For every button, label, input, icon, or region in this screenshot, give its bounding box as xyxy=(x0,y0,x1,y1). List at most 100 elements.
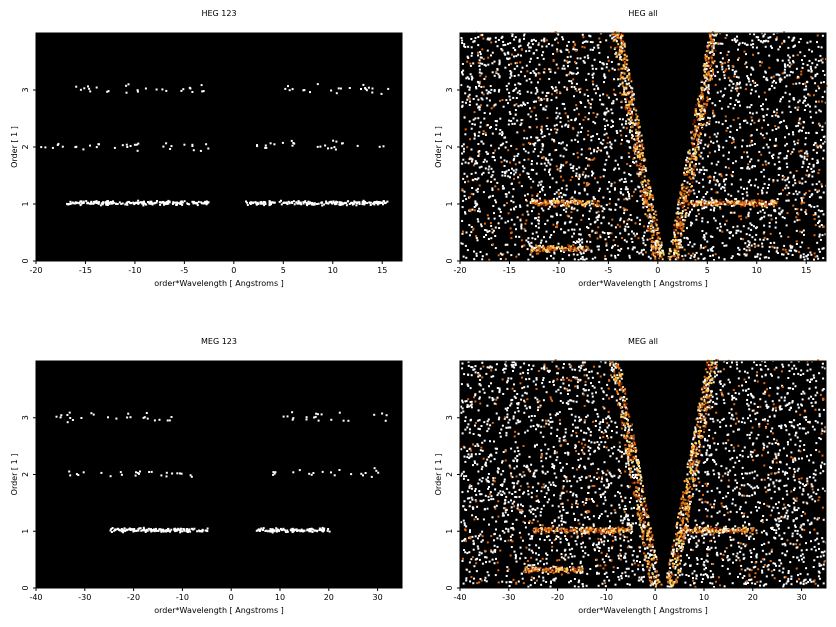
heatmap-pixel xyxy=(490,126,492,128)
heatmap-pixel xyxy=(631,230,633,233)
heatmap-pixel xyxy=(785,251,788,254)
heatmap-pixel xyxy=(732,162,735,165)
heatmap-pixel xyxy=(721,123,724,126)
heatmap-pixel xyxy=(712,45,715,48)
heatmap-pixel xyxy=(652,231,655,234)
heatmap-pixel xyxy=(556,223,559,226)
heatmap-pixel xyxy=(765,163,768,166)
heatmap-pixel xyxy=(595,211,598,214)
heatmap-pixel xyxy=(619,56,622,59)
heatmap-pixel xyxy=(268,201,271,204)
heatmap-pixel xyxy=(699,247,702,250)
heatmap-pixel xyxy=(141,529,144,532)
heatmap-pixel xyxy=(465,198,468,201)
heatmap-pixel xyxy=(708,117,711,120)
heatmap-pixel xyxy=(129,202,132,204)
heatmap-pixel xyxy=(688,152,691,155)
heatmap-pixel xyxy=(740,167,743,170)
heatmap-pixel xyxy=(646,199,649,202)
heatmap-pixel xyxy=(493,89,496,91)
heatmap-pixel xyxy=(588,200,591,203)
heatmap-pixel xyxy=(703,199,706,202)
heatmap-pixel xyxy=(805,213,808,215)
heatmap-pixel xyxy=(575,240,578,243)
heatmap-pixel xyxy=(490,175,493,178)
heatmap-pixel xyxy=(803,233,805,236)
heatmap-pixel xyxy=(530,186,533,189)
heatmap-pixel xyxy=(678,217,681,220)
heatmap-pixel xyxy=(582,250,585,253)
heatmap-pixel xyxy=(797,213,800,216)
heatmap-pixel xyxy=(706,53,708,56)
heatmap-pixel xyxy=(599,141,602,144)
heatmap-pixel xyxy=(651,243,654,246)
heatmap-pixel xyxy=(649,216,652,219)
heatmap-pixel xyxy=(760,105,763,107)
heatmap-pixel xyxy=(507,42,509,45)
heatmap-pixel xyxy=(582,60,585,63)
heatmap-pixel xyxy=(813,234,816,237)
heatmap-pixel xyxy=(466,249,469,252)
heatmap-pixel xyxy=(515,87,518,90)
heatmap-pixel xyxy=(137,199,140,202)
heatmap-pixel xyxy=(362,199,365,202)
heatmap-pixel xyxy=(748,243,750,246)
heatmap-pixel xyxy=(684,197,687,200)
heatmap-pixel xyxy=(641,183,644,186)
heatmap-pixel xyxy=(493,159,496,162)
heatmap-pixel xyxy=(776,249,778,252)
heatmap-pixel xyxy=(761,245,764,248)
heatmap-pixel xyxy=(137,529,140,532)
heatmap-pixel xyxy=(111,527,114,529)
heatmap-pixel xyxy=(632,246,635,249)
heatmap-pixel xyxy=(506,243,509,246)
heatmap-pixel xyxy=(736,200,739,203)
heatmap-pixel xyxy=(712,245,715,248)
heatmap-pixel xyxy=(578,247,581,250)
heatmap-pixel xyxy=(585,203,588,206)
heatmap-pixel xyxy=(503,165,506,167)
heatmap-pixel xyxy=(712,199,715,202)
heatmap-pixel xyxy=(588,147,591,150)
heatmap-pixel xyxy=(732,171,734,173)
heatmap-pixel xyxy=(681,210,684,213)
heatmap-pixel xyxy=(555,123,558,126)
heatmap-pixel xyxy=(624,106,627,109)
heatmap-pixel xyxy=(641,152,644,154)
heatmap-pixel xyxy=(590,139,593,142)
heatmap-pixel xyxy=(735,99,738,102)
heatmap-pixel xyxy=(562,193,565,196)
heatmap-pixel xyxy=(484,64,487,67)
heatmap-pixel xyxy=(704,88,707,91)
heatmap-pixel xyxy=(798,191,801,194)
heatmap-pixel xyxy=(816,146,819,149)
heatmap-pixel xyxy=(795,82,798,85)
heatmap-pixel xyxy=(602,93,605,96)
heatmap-pixel xyxy=(746,187,748,190)
heatmap-pixel xyxy=(605,66,608,69)
heatmap-pixel xyxy=(703,68,706,71)
heatmap-pixel xyxy=(719,222,722,225)
heatmap-pixel xyxy=(683,236,686,239)
heatmap-pixel xyxy=(771,46,773,49)
heatmap-pixel xyxy=(369,204,372,206)
heatmap-pixel xyxy=(649,185,652,188)
heatmap-pixel xyxy=(678,242,681,245)
heatmap-pixel xyxy=(623,228,626,231)
heatmap-pixel xyxy=(469,73,472,76)
heatmap-pixel xyxy=(484,75,487,78)
heatmap-pixel xyxy=(146,528,149,531)
heatmap-pixel xyxy=(482,132,485,135)
heatmap-pixel xyxy=(481,33,484,36)
heatmap-pixel xyxy=(711,235,714,238)
heatmap-pixel xyxy=(592,197,595,200)
heatmap-pixel xyxy=(623,212,626,215)
heatmap-pixel xyxy=(336,201,339,204)
heatmap-pixel xyxy=(501,132,504,135)
heatmap-pixel xyxy=(768,54,771,57)
heatmap-pixel xyxy=(681,246,684,249)
heatmap-pixel xyxy=(541,54,544,57)
heatmap-pixel xyxy=(733,200,736,203)
heatmap-pixel xyxy=(723,178,726,181)
